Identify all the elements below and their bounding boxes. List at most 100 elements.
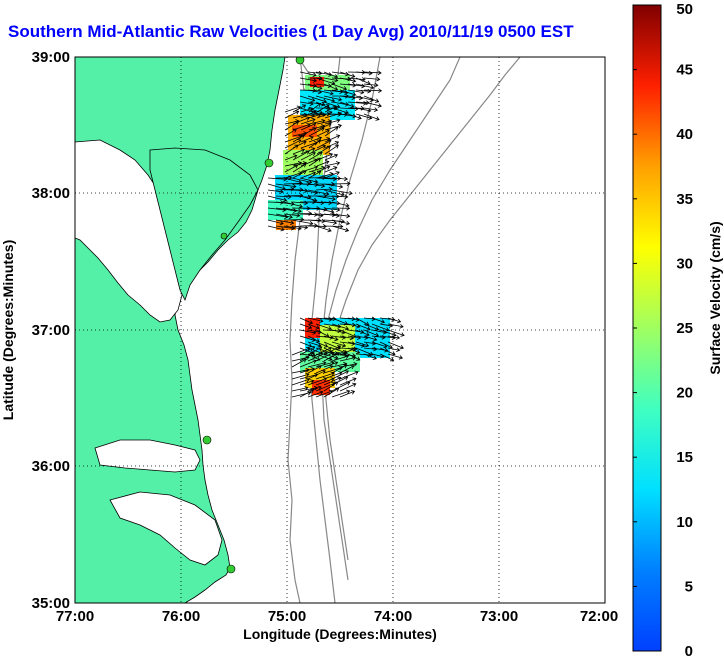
velocity-arrow xyxy=(300,151,316,161)
x-axis-label: Longitude (Degrees:Minutes) xyxy=(243,626,437,642)
velocity-arrow xyxy=(324,144,339,155)
velocity-arrow xyxy=(291,385,309,392)
velocity-arrow xyxy=(331,83,348,91)
velocity-arrow xyxy=(379,353,395,362)
velocity-arrow xyxy=(307,83,323,90)
map-title: Southern Mid-Atlantic Raw Velocities (1 … xyxy=(8,22,574,41)
velocity-arrow xyxy=(331,181,351,186)
velocity-arrow xyxy=(299,317,314,325)
velocity-arrow xyxy=(363,113,380,121)
velocity-arrow xyxy=(355,329,370,337)
velocity-arrow xyxy=(300,171,317,179)
velocity-arrow xyxy=(331,89,349,95)
velocity-arrow xyxy=(300,127,317,137)
velocity-arrow xyxy=(324,166,338,173)
velocity-arrow xyxy=(323,189,345,197)
velocity-arrow xyxy=(331,341,347,348)
velocity-arrow xyxy=(308,118,326,125)
velocity-arrow xyxy=(331,194,349,200)
velocity-arrow xyxy=(371,341,388,349)
velocity-arrow xyxy=(379,329,397,337)
radar-site-marker xyxy=(220,232,228,240)
velocity-arrow xyxy=(339,362,358,368)
velocity-arrow xyxy=(308,170,322,179)
velocity-arrow xyxy=(299,77,318,83)
velocity-arrow xyxy=(363,335,378,342)
velocity-arrow xyxy=(307,351,328,362)
velocity-arrow xyxy=(307,323,320,330)
colorbar-tick-label: 40 xyxy=(676,126,693,143)
velocity-arrow xyxy=(323,183,344,189)
velocity-arrow xyxy=(339,106,359,112)
velocity-arrow xyxy=(355,70,373,76)
velocity-arrow xyxy=(315,377,335,386)
velocity-arrow xyxy=(316,160,330,167)
y-tick-label: 39:00 xyxy=(32,49,70,66)
velocity-arrow xyxy=(299,71,317,78)
velocity-arrow xyxy=(284,110,300,119)
colorbar-tick-label: 35 xyxy=(676,191,693,208)
velocity-arrow xyxy=(307,369,326,380)
velocity-arrow xyxy=(339,364,355,374)
velocity-arrow xyxy=(339,101,355,109)
velocity-arrow xyxy=(363,107,379,113)
velocity-arrow xyxy=(267,213,289,220)
velocity-arrow xyxy=(387,347,401,353)
colorbar xyxy=(632,4,662,652)
radar-site-marker xyxy=(264,158,274,168)
velocity-arrow xyxy=(267,207,287,213)
velocity-arrow xyxy=(323,371,343,380)
colorbar-tick-label: 5 xyxy=(685,578,693,595)
y-tick-label: 36:00 xyxy=(32,458,70,475)
velocity-arrow xyxy=(299,385,319,392)
velocity-arrow xyxy=(275,219,295,226)
velocity-arrow xyxy=(323,77,339,83)
colorbar-tick-label: 10 xyxy=(676,514,693,531)
colorbar-tick-label: 45 xyxy=(676,62,693,79)
velocity-arrow xyxy=(387,353,404,360)
velocity-arrow xyxy=(299,88,317,93)
velocity-arrow xyxy=(363,88,383,93)
velocity-arrow xyxy=(347,83,366,89)
velocity-arrow xyxy=(284,128,297,137)
velocity-arrow xyxy=(315,207,335,214)
velocity-arrow xyxy=(315,195,336,202)
grid-lines xyxy=(75,57,605,603)
velocity-arrow xyxy=(300,122,317,131)
velocity-arrow xyxy=(363,76,381,82)
velocity-arrow xyxy=(324,161,341,167)
velocity-arrow xyxy=(371,317,386,324)
y-axis-label: Latitude (Degrees:Minutes) xyxy=(0,240,16,420)
velocity-arrow xyxy=(363,82,379,88)
velocity-arrow xyxy=(355,107,372,113)
velocity-arrow xyxy=(267,189,284,194)
velocity-arrow xyxy=(315,364,334,374)
velocity-arrow xyxy=(315,316,333,322)
velocity-arrow xyxy=(299,359,317,368)
velocity-arrow xyxy=(315,346,333,356)
velocity-arrow xyxy=(291,367,310,374)
velocity-arrow xyxy=(323,376,342,386)
velocity-arrow xyxy=(316,110,333,119)
velocity-arrow xyxy=(339,355,357,362)
velocity-arrow xyxy=(292,163,307,173)
velocity-arrow xyxy=(316,104,330,113)
velocity-arrow xyxy=(299,199,317,205)
velocity-arrow xyxy=(323,345,342,356)
velocity-arrow xyxy=(371,329,388,335)
velocity-arrow xyxy=(331,189,353,196)
velocity-arrow xyxy=(387,323,404,329)
velocity-arrow xyxy=(331,205,351,211)
velocity-arrow xyxy=(300,117,316,125)
velocity-arrow xyxy=(323,353,339,360)
velocity-arrow xyxy=(315,186,333,192)
colorbar-tick-label: 30 xyxy=(676,255,693,272)
velocity-arrow xyxy=(363,101,382,108)
velocity-arrow xyxy=(339,71,356,79)
velocity-arrow xyxy=(355,83,375,90)
velocity-arrow xyxy=(267,219,284,226)
velocity-arrow xyxy=(299,95,316,102)
velocity-arrow xyxy=(308,127,325,137)
velocity-arrow xyxy=(284,120,300,131)
pamlico-sound xyxy=(109,491,223,566)
